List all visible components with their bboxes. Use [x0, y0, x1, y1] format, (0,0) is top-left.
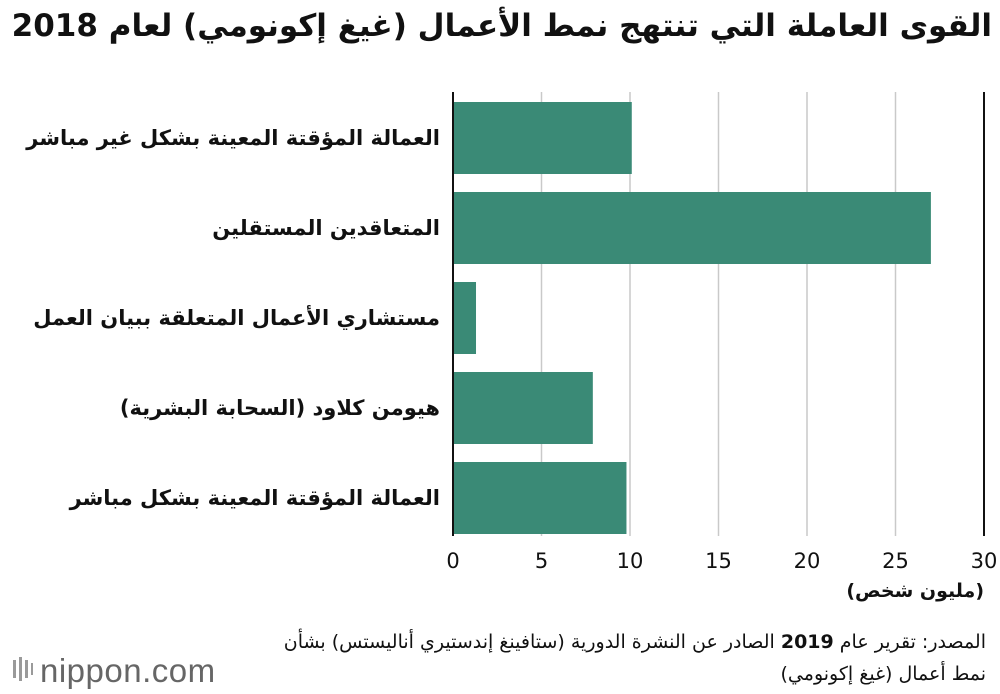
x-tick-label: 15: [705, 549, 732, 573]
category-label: مستشاري الأعمال المتعلقة ببيان العمل: [33, 306, 440, 330]
x-tick-label: 20: [793, 549, 821, 573]
source-prefix: المصدر: تقرير عام: [839, 631, 986, 653]
bar: [453, 282, 477, 354]
category-label: العمالة المؤقتة المعينة بشكل مباشر: [69, 486, 440, 510]
nippon-logo-text: nippon.com: [40, 652, 216, 689]
nippon-logo-icon: [12, 657, 34, 685]
category-label: هيومن كلاود (السحابة البشرية): [119, 396, 440, 420]
source-year: 2019: [780, 631, 834, 653]
bar: [453, 462, 627, 534]
bar: [453, 372, 593, 444]
bar: [453, 192, 931, 264]
chart-title: القوى العاملة التي تنتهج نمط الأعمال (غي…: [11, 8, 992, 44]
x-tick-label: 30: [970, 549, 998, 573]
x-tick-label: 0: [446, 549, 460, 573]
source-note: المصدر: تقرير عام 2019 الصادر عن النشرة …: [266, 626, 986, 690]
x-tick-label: 5: [534, 549, 549, 573]
bars: [453, 102, 931, 534]
category-label: المتعاقدين المستقلين: [212, 216, 440, 240]
category-label: العمالة المؤقتة المعينة بشكل غير مباشر: [26, 126, 440, 150]
nippon-logo: nippon.com: [12, 654, 216, 688]
x-axis-unit: (مليون شخص): [846, 580, 984, 602]
x-tick-label: 10: [616, 549, 644, 573]
x-tick-label: 25: [882, 549, 909, 573]
bar: [453, 102, 632, 174]
source-suffix: الصادر عن النشرة الدورية (ستافينغ إندستي…: [283, 631, 986, 685]
